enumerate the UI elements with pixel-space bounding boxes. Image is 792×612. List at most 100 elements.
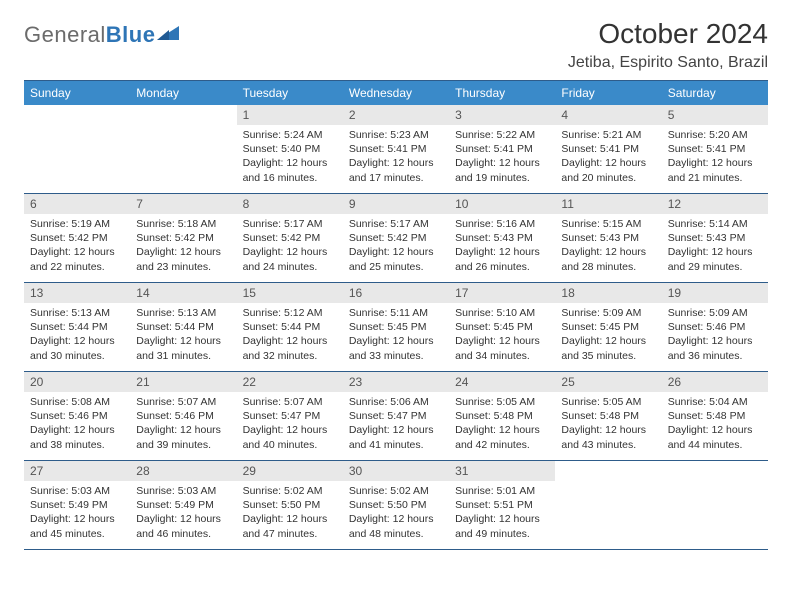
day-number: 23 bbox=[343, 372, 449, 392]
day-details: Sunrise: 5:24 AMSunset: 5:40 PMDaylight:… bbox=[237, 125, 343, 191]
calendar-row: 13Sunrise: 5:13 AMSunset: 5:44 PMDayligh… bbox=[24, 283, 768, 372]
day-details: Sunrise: 5:01 AMSunset: 5:51 PMDaylight:… bbox=[449, 481, 555, 547]
day-cell: 25Sunrise: 5:05 AMSunset: 5:48 PMDayligh… bbox=[555, 372, 661, 461]
day-cell: 8Sunrise: 5:17 AMSunset: 5:42 PMDaylight… bbox=[237, 194, 343, 283]
day-cell: 22Sunrise: 5:07 AMSunset: 5:47 PMDayligh… bbox=[237, 372, 343, 461]
day-cell: 16Sunrise: 5:11 AMSunset: 5:45 PMDayligh… bbox=[343, 283, 449, 372]
day-number: 24 bbox=[449, 372, 555, 392]
day-details: Sunrise: 5:04 AMSunset: 5:48 PMDaylight:… bbox=[662, 392, 768, 458]
day-number: 3 bbox=[449, 105, 555, 125]
logo-text-2: Blue bbox=[106, 22, 156, 47]
day-cell: 20Sunrise: 5:08 AMSunset: 5:46 PMDayligh… bbox=[24, 372, 130, 461]
day-number: 14 bbox=[130, 283, 236, 303]
day-details: Sunrise: 5:13 AMSunset: 5:44 PMDaylight:… bbox=[24, 303, 130, 369]
day-details: Sunrise: 5:21 AMSunset: 5:41 PMDaylight:… bbox=[555, 125, 661, 191]
day-number: 9 bbox=[343, 194, 449, 214]
day-cell: 29Sunrise: 5:02 AMSunset: 5:50 PMDayligh… bbox=[237, 461, 343, 550]
day-details: Sunrise: 5:09 AMSunset: 5:46 PMDaylight:… bbox=[662, 303, 768, 369]
day-cell: 27Sunrise: 5:03 AMSunset: 5:49 PMDayligh… bbox=[24, 461, 130, 550]
empty-cell bbox=[555, 461, 661, 550]
day-details: Sunrise: 5:16 AMSunset: 5:43 PMDaylight:… bbox=[449, 214, 555, 280]
empty-cell bbox=[130, 105, 236, 194]
day-number: 20 bbox=[24, 372, 130, 392]
day-cell: 18Sunrise: 5:09 AMSunset: 5:45 PMDayligh… bbox=[555, 283, 661, 372]
weekday-header: Wednesday bbox=[343, 81, 449, 106]
logo-text-1: General bbox=[24, 22, 106, 47]
day-details: Sunrise: 5:12 AMSunset: 5:44 PMDaylight:… bbox=[237, 303, 343, 369]
day-number: 8 bbox=[237, 194, 343, 214]
day-details: Sunrise: 5:06 AMSunset: 5:47 PMDaylight:… bbox=[343, 392, 449, 458]
day-number: 30 bbox=[343, 461, 449, 481]
day-cell: 17Sunrise: 5:10 AMSunset: 5:45 PMDayligh… bbox=[449, 283, 555, 372]
day-number: 18 bbox=[555, 283, 661, 303]
weekday-header: Sunday bbox=[24, 81, 130, 106]
day-cell: 14Sunrise: 5:13 AMSunset: 5:44 PMDayligh… bbox=[130, 283, 236, 372]
calendar-table: SundayMondayTuesdayWednesdayThursdayFrid… bbox=[24, 80, 768, 550]
day-cell: 6Sunrise: 5:19 AMSunset: 5:42 PMDaylight… bbox=[24, 194, 130, 283]
day-cell: 28Sunrise: 5:03 AMSunset: 5:49 PMDayligh… bbox=[130, 461, 236, 550]
day-details: Sunrise: 5:18 AMSunset: 5:42 PMDaylight:… bbox=[130, 214, 236, 280]
day-number: 29 bbox=[237, 461, 343, 481]
day-number: 25 bbox=[555, 372, 661, 392]
calendar-row: 1Sunrise: 5:24 AMSunset: 5:40 PMDaylight… bbox=[24, 105, 768, 194]
empty-cell bbox=[24, 105, 130, 194]
day-number: 1 bbox=[237, 105, 343, 125]
day-cell: 1Sunrise: 5:24 AMSunset: 5:40 PMDaylight… bbox=[237, 105, 343, 194]
day-number: 31 bbox=[449, 461, 555, 481]
logo: GeneralBlue bbox=[24, 22, 179, 48]
empty-cell bbox=[662, 461, 768, 550]
day-number: 4 bbox=[555, 105, 661, 125]
day-details: Sunrise: 5:07 AMSunset: 5:46 PMDaylight:… bbox=[130, 392, 236, 458]
day-details: Sunrise: 5:11 AMSunset: 5:45 PMDaylight:… bbox=[343, 303, 449, 369]
day-details: Sunrise: 5:02 AMSunset: 5:50 PMDaylight:… bbox=[237, 481, 343, 547]
day-cell: 7Sunrise: 5:18 AMSunset: 5:42 PMDaylight… bbox=[130, 194, 236, 283]
calendar-body: 1Sunrise: 5:24 AMSunset: 5:40 PMDaylight… bbox=[24, 105, 768, 550]
title-block: October 2024 Jetiba, Espirito Santo, Bra… bbox=[568, 18, 768, 72]
day-details: Sunrise: 5:13 AMSunset: 5:44 PMDaylight:… bbox=[130, 303, 236, 369]
day-cell: 23Sunrise: 5:06 AMSunset: 5:47 PMDayligh… bbox=[343, 372, 449, 461]
day-cell: 30Sunrise: 5:02 AMSunset: 5:50 PMDayligh… bbox=[343, 461, 449, 550]
day-cell: 21Sunrise: 5:07 AMSunset: 5:46 PMDayligh… bbox=[130, 372, 236, 461]
weekday-header: Saturday bbox=[662, 81, 768, 106]
day-cell: 31Sunrise: 5:01 AMSunset: 5:51 PMDayligh… bbox=[449, 461, 555, 550]
day-number: 2 bbox=[343, 105, 449, 125]
day-cell: 24Sunrise: 5:05 AMSunset: 5:48 PMDayligh… bbox=[449, 372, 555, 461]
weekday-header-row: SundayMondayTuesdayWednesdayThursdayFrid… bbox=[24, 81, 768, 106]
day-cell: 15Sunrise: 5:12 AMSunset: 5:44 PMDayligh… bbox=[237, 283, 343, 372]
location: Jetiba, Espirito Santo, Brazil bbox=[568, 54, 768, 72]
weekday-header: Monday bbox=[130, 81, 236, 106]
day-cell: 11Sunrise: 5:15 AMSunset: 5:43 PMDayligh… bbox=[555, 194, 661, 283]
day-details: Sunrise: 5:02 AMSunset: 5:50 PMDaylight:… bbox=[343, 481, 449, 547]
day-number: 13 bbox=[24, 283, 130, 303]
day-details: Sunrise: 5:05 AMSunset: 5:48 PMDaylight:… bbox=[449, 392, 555, 458]
day-details: Sunrise: 5:19 AMSunset: 5:42 PMDaylight:… bbox=[24, 214, 130, 280]
day-number: 27 bbox=[24, 461, 130, 481]
calendar-row: 6Sunrise: 5:19 AMSunset: 5:42 PMDaylight… bbox=[24, 194, 768, 283]
day-details: Sunrise: 5:17 AMSunset: 5:42 PMDaylight:… bbox=[343, 214, 449, 280]
day-details: Sunrise: 5:03 AMSunset: 5:49 PMDaylight:… bbox=[130, 481, 236, 547]
day-number: 28 bbox=[130, 461, 236, 481]
day-number: 19 bbox=[662, 283, 768, 303]
day-cell: 4Sunrise: 5:21 AMSunset: 5:41 PMDaylight… bbox=[555, 105, 661, 194]
day-cell: 26Sunrise: 5:04 AMSunset: 5:48 PMDayligh… bbox=[662, 372, 768, 461]
header: GeneralBlue October 2024 Jetiba, Espirit… bbox=[24, 18, 768, 72]
day-cell: 2Sunrise: 5:23 AMSunset: 5:41 PMDaylight… bbox=[343, 105, 449, 194]
day-details: Sunrise: 5:05 AMSunset: 5:48 PMDaylight:… bbox=[555, 392, 661, 458]
weekday-header: Thursday bbox=[449, 81, 555, 106]
logo-triangle-icon bbox=[157, 26, 179, 42]
day-number: 22 bbox=[237, 372, 343, 392]
day-cell: 19Sunrise: 5:09 AMSunset: 5:46 PMDayligh… bbox=[662, 283, 768, 372]
day-number: 12 bbox=[662, 194, 768, 214]
day-cell: 13Sunrise: 5:13 AMSunset: 5:44 PMDayligh… bbox=[24, 283, 130, 372]
day-details: Sunrise: 5:08 AMSunset: 5:46 PMDaylight:… bbox=[24, 392, 130, 458]
day-cell: 12Sunrise: 5:14 AMSunset: 5:43 PMDayligh… bbox=[662, 194, 768, 283]
logo-text: GeneralBlue bbox=[24, 22, 155, 48]
day-cell: 5Sunrise: 5:20 AMSunset: 5:41 PMDaylight… bbox=[662, 105, 768, 194]
day-number: 17 bbox=[449, 283, 555, 303]
day-cell: 10Sunrise: 5:16 AMSunset: 5:43 PMDayligh… bbox=[449, 194, 555, 283]
day-number: 11 bbox=[555, 194, 661, 214]
day-number: 15 bbox=[237, 283, 343, 303]
day-number: 26 bbox=[662, 372, 768, 392]
day-details: Sunrise: 5:17 AMSunset: 5:42 PMDaylight:… bbox=[237, 214, 343, 280]
calendar-row: 20Sunrise: 5:08 AMSunset: 5:46 PMDayligh… bbox=[24, 372, 768, 461]
